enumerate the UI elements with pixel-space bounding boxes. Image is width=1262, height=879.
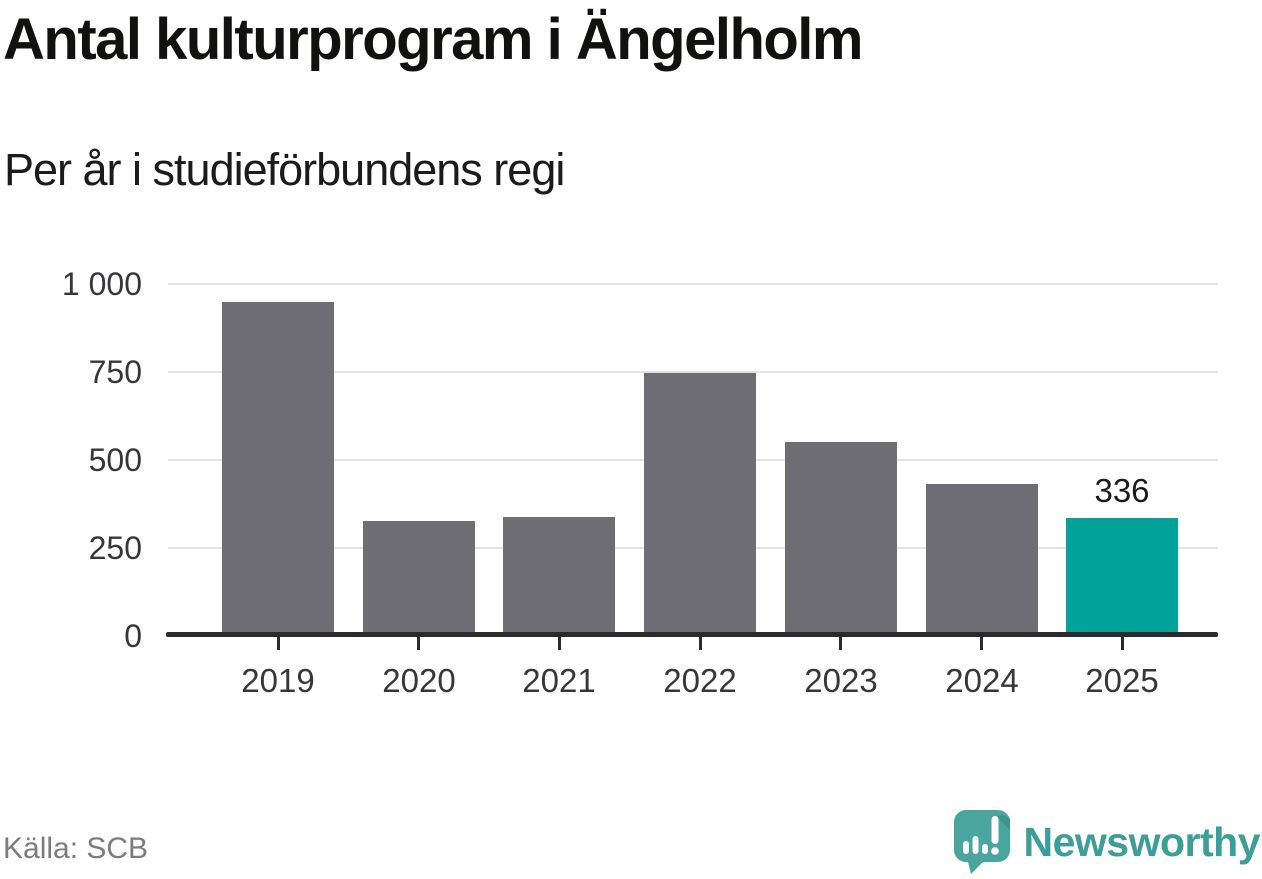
- x-tick-2023: [839, 637, 842, 650]
- x-tick-2021: [558, 637, 561, 650]
- bar-value-label-2025: 336: [1094, 472, 1150, 509]
- logo-bar-3: [981, 844, 988, 854]
- newsworthy-logo-icon: [953, 810, 1010, 874]
- y-tick-label-0: 0: [124, 618, 142, 654]
- y-tick-label-1000: 1 000: [61, 266, 142, 302]
- chart-title: Antal kulturprogram i Ängelholm: [3, 7, 864, 72]
- chart-subtitle: Per år i studieförbundens regi: [4, 144, 565, 195]
- gridline-1000: [168, 283, 1218, 285]
- y-tick-label-750: 750: [88, 354, 142, 390]
- x-axis-line: [166, 632, 1218, 637]
- x-tick-2024: [980, 637, 983, 650]
- x-tick-label-2019: 2019: [241, 662, 315, 699]
- logo-fold-shade: [996, 814, 1010, 830]
- bar-2025: [1066, 518, 1178, 636]
- source-label: Källa: SCB: [3, 832, 149, 865]
- x-tick-2025: [1121, 637, 1124, 650]
- bar-2019: [222, 302, 334, 636]
- x-tick-label-2024: 2024: [945, 662, 1019, 699]
- y-tick-label-250: 250: [88, 530, 142, 566]
- brand-logo: Newsworthy: [952, 806, 1261, 878]
- logo-bar-2: [972, 836, 978, 854]
- x-tick-label-2022: 2022: [663, 662, 737, 699]
- bar-2024: [926, 484, 1038, 636]
- gridline-750: [168, 371, 1218, 373]
- bar-2022: [644, 373, 756, 636]
- x-tick-2020: [417, 637, 420, 650]
- x-tick-2019: [277, 637, 280, 650]
- x-tick-label-2023: 2023: [804, 662, 878, 699]
- x-tick-label-2021: 2021: [522, 662, 596, 699]
- x-tick-label-2025: 2025: [1085, 662, 1159, 699]
- brand-name: Newsworthy: [1023, 818, 1261, 865]
- bar-2023: [785, 442, 897, 636]
- y-tick-label-500: 500: [88, 442, 142, 478]
- bar-2020: [363, 521, 475, 636]
- bar-2021: [503, 517, 615, 636]
- logo-bar-1: [962, 841, 969, 854]
- x-tick-2022: [699, 637, 702, 650]
- logo-exclamation-stem: [991, 816, 998, 844]
- x-tick-label-2020: 2020: [382, 662, 456, 699]
- logo-exclamation-dot: [990, 847, 999, 855]
